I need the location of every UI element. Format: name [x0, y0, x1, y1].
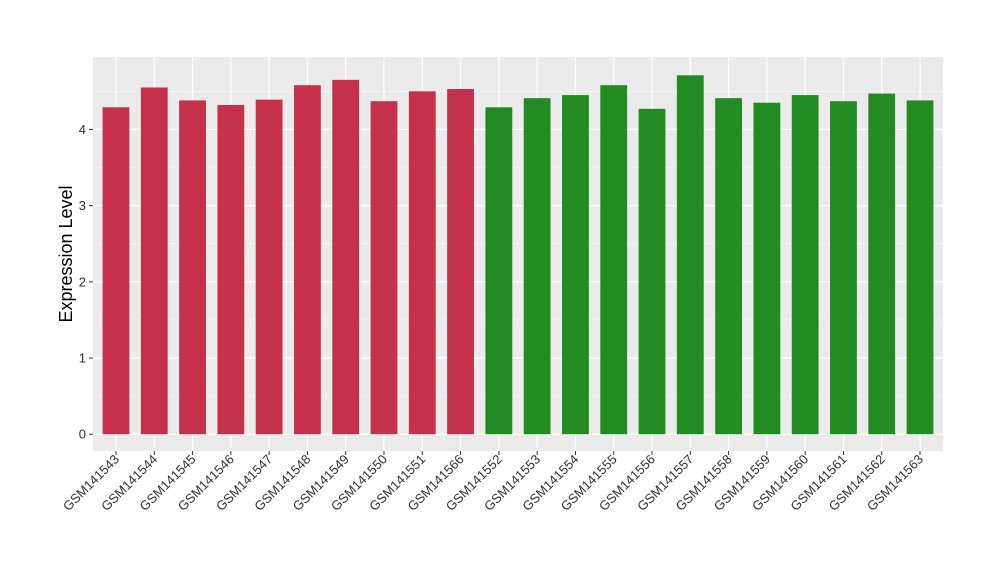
y-tick-label: 2 [79, 274, 86, 289]
bar-GSM141556 [638, 108, 666, 435]
bar-GSM141545 [179, 100, 206, 435]
bar-GSM141548 [294, 85, 321, 435]
bar-GSM141550 [370, 101, 398, 435]
bar-GSM141560 [791, 95, 819, 435]
bar-GSM141558 [715, 98, 742, 435]
bar-GSM141566 [447, 89, 474, 435]
y-tick-label: 1 [79, 351, 86, 366]
bar-GSM141557 [676, 75, 704, 435]
bar-GSM141559 [753, 102, 781, 435]
bar-GSM141552 [485, 107, 513, 435]
bar-GSM141561 [830, 101, 857, 435]
bar-GSM141554 [562, 95, 589, 435]
bar-GSM141544 [140, 87, 168, 435]
bar-GSM141553 [523, 98, 551, 435]
bar-GSM141547 [255, 99, 283, 435]
y-axis-title: Expression Level [56, 185, 76, 322]
bars [102, 75, 934, 435]
bar-GSM141546 [217, 105, 245, 435]
bar-GSM141549 [332, 79, 360, 435]
y-tick-label: 0 [79, 427, 86, 442]
bar-GSM141551 [408, 91, 436, 435]
y-axis: 0 1 2 3 4 [79, 122, 93, 442]
bar-GSM141562 [868, 93, 896, 435]
bar-GSM141563 [906, 100, 934, 435]
bar-GSM141555 [600, 85, 628, 435]
y-tick-label: 4 [79, 122, 86, 137]
y-tick-label: 3 [79, 198, 86, 213]
bar-GSM141543 [102, 107, 130, 435]
